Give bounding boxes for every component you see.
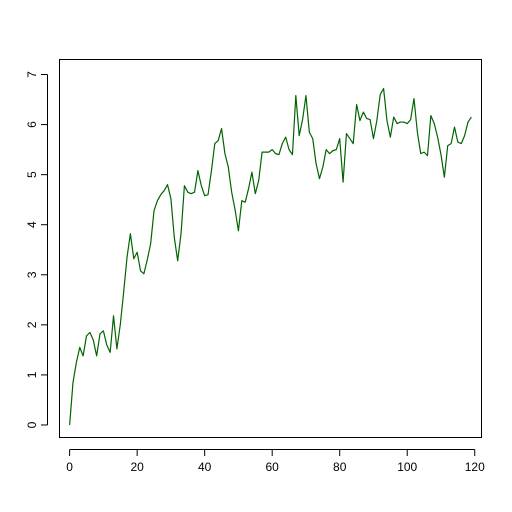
y-tick-label: 0 bbox=[25, 421, 39, 428]
y-tick-label: 3 bbox=[25, 271, 39, 278]
x-tick-label: 100 bbox=[397, 460, 417, 474]
series-layer bbox=[69, 87, 472, 426]
series-line-0 bbox=[69, 87, 472, 426]
y-tick-label: 6 bbox=[25, 121, 39, 128]
x-axis: 0 20 40 60 80 100 120 bbox=[66, 449, 485, 474]
x-tick-label: 40 bbox=[198, 460, 212, 474]
x-tick-label: 60 bbox=[266, 460, 280, 474]
plot-frame bbox=[59, 59, 482, 438]
y-tick-label: 5 bbox=[25, 171, 39, 178]
x-tick-label: 0 bbox=[66, 460, 73, 474]
y-tick-label: 1 bbox=[25, 371, 39, 378]
y-tick-label: 2 bbox=[25, 321, 39, 328]
x-tick-label: 80 bbox=[333, 460, 347, 474]
x-tick-label: 120 bbox=[465, 460, 485, 474]
y-tick-label: 7 bbox=[25, 71, 39, 78]
y-tick-label: 4 bbox=[25, 221, 39, 228]
y-axis: 0 1 2 3 4 5 6 7 bbox=[25, 71, 48, 428]
x-tick-label: 20 bbox=[130, 460, 144, 474]
